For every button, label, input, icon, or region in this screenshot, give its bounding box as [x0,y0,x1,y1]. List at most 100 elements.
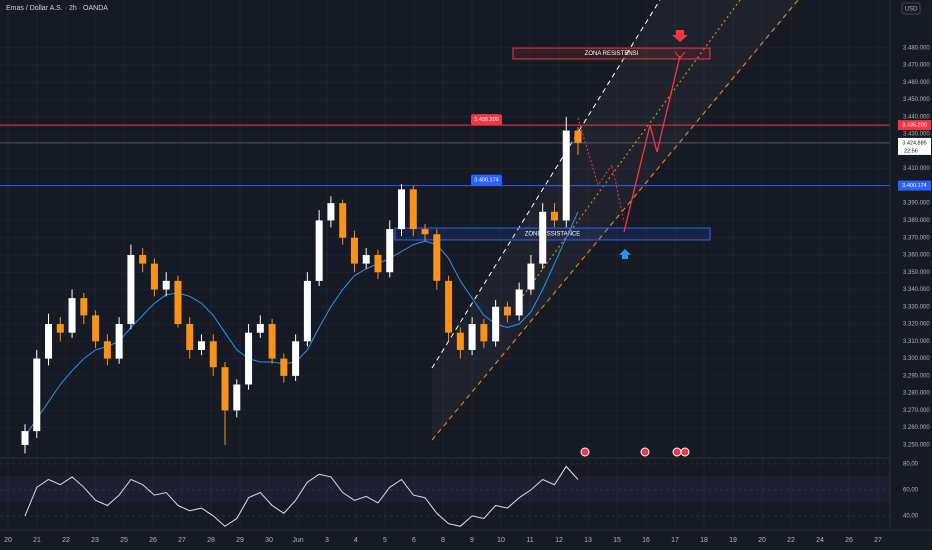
rsi-band [0,476,890,502]
axis-level-label: 3.435.200 [902,123,926,129]
event-icon[interactable] [580,447,590,457]
x-tick-label: 23 [91,537,99,544]
candle-body [468,324,476,350]
x-tick-label: 28 [207,537,215,544]
candle-body [45,324,53,359]
x-tick-label: 22 [787,537,795,544]
up-arrow [619,249,631,259]
y-tick-label: 3.300.000 [903,356,930,362]
x-tick-label: 12 [555,537,563,544]
candle-body [33,358,41,432]
y-tick-label: 3.460.000 [903,80,930,86]
grid [0,463,890,517]
candle-body [139,254,147,264]
level-tag-label: 3.400.174 [474,178,498,184]
candle-body [398,189,406,230]
x-tick-label: 22 [62,537,70,544]
x-tick-label: 20 [4,537,12,544]
candle-body [503,306,511,316]
x-tick-label: Jun [292,537,303,544]
candle-body [515,289,523,316]
x-tick-label: 19 [729,537,737,544]
candle-body [445,280,453,333]
x-tick-label: 27 [178,537,186,544]
candle-body [562,130,570,221]
rsi-line [24,465,579,527]
rsi-tick-label: 40,00 [903,514,919,520]
level-tag [471,114,502,126]
projection-arrowhead [674,51,686,59]
x-tick-label: 20 [758,537,766,544]
candle-body [527,263,535,290]
currency[interactable]: USD [905,7,918,13]
y-tick-label: 3.350.000 [903,270,930,276]
y-tick-label: 3.390.000 [903,201,930,207]
rsi-tick-label: 60,00 [903,488,919,494]
candle-body [92,315,100,342]
candle-body [303,280,311,342]
candle-body [350,237,358,264]
x-tick-label: 21 [33,537,41,544]
countdown: 22:56 [904,148,918,154]
x-tick-label: 15 [613,537,621,544]
event-icon[interactable] [680,447,690,457]
y-tick-label: 3.290.000 [903,373,930,379]
x-tick-label: 26 [149,537,157,544]
candle-body [574,130,582,143]
candle-body [127,254,135,325]
candle-body [221,367,229,411]
x-tick-label: 25 [120,537,128,544]
x-tick-label: 16 [642,537,650,544]
candle-body [233,384,241,411]
level-tag-label: 3.435.200 [474,117,498,123]
candle-body [492,306,500,342]
x-tick-label: 4 [354,537,358,544]
candle-body [245,332,253,385]
y-tick-label: 3.280.000 [903,391,930,397]
x-tick-label: 9 [470,537,474,544]
candle-body [539,211,547,264]
plot: ZONA RESISTENSI ZONE ASSISTANCE 3.435.200 3… [0,47,890,527]
y-tick-label: 3.310.000 [903,339,930,345]
y-tick-label: 3.250.000 [903,443,930,449]
candle-body [386,229,394,273]
y-tick-label: 3.450.000 [903,97,930,103]
currency-box[interactable] [901,2,921,15]
candle-body [409,189,417,230]
y-tick-label: 3.370.000 [903,235,930,241]
channel-upper [431,0,661,369]
candle-body [480,324,488,342]
candle-body [162,280,170,290]
candle-body [197,341,205,350]
y-tick-label: 3.260.000 [903,425,930,431]
y-tick-label: 3.480.000 [903,45,930,51]
event-icon[interactable] [640,447,650,457]
channel-fill [432,0,800,440]
candle-body [339,203,347,238]
y-tick-label: 3.380.000 [903,218,930,224]
zone-label: ZONA RESISTENSI [585,51,639,57]
x-tick-label: 8 [441,537,445,544]
zone-box [394,227,711,241]
event-icon[interactable] [672,447,682,457]
zone-label: ZONE ASSISTANCE [525,232,581,238]
x-tick-label: 11 [526,537,533,544]
y-tick-label: 3.360.000 [903,253,930,259]
candle-body [374,254,382,273]
candle-body [268,324,276,359]
candle-body [80,298,88,316]
candle-body [327,203,335,221]
candle-body [433,234,441,281]
candle-body [150,263,158,290]
axis-level-tag [898,180,931,191]
y-tick-label: 3.440.000 [903,114,930,120]
candle-body [292,341,300,376]
rsi-tick-label: 80,00 [903,461,919,467]
event-icons [580,447,690,457]
x-tick-label: 26 [845,537,853,544]
candle-body [362,254,370,264]
candle-body [550,211,558,221]
x-tick-label: 13 [584,537,592,544]
